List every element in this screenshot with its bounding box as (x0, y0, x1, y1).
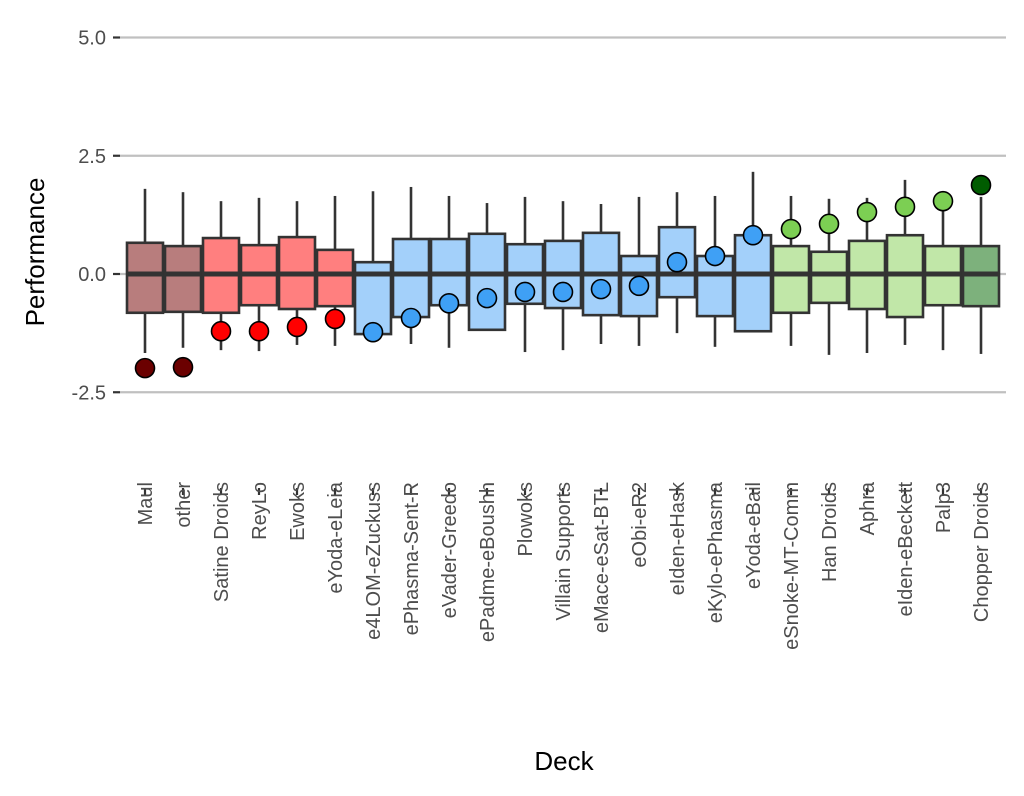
data-point (514, 281, 536, 303)
y-axis: 5.0 2.5 0.0 -2.5 (72, 28, 120, 404)
x-tick-label: e4LOM-eZuckuss (363, 482, 385, 640)
data-point (476, 287, 498, 309)
box-group (771, 195, 811, 346)
data-point (362, 321, 384, 343)
box (315, 248, 355, 308)
box-group (125, 188, 165, 379)
y-tick-label: 5.0 (78, 28, 106, 50)
x-tick-label: Satine Droids (211, 482, 233, 602)
x-tick-label: eObi-eR2 (629, 482, 651, 568)
data-point (894, 196, 916, 218)
x-tick-label: Plowoks (515, 482, 537, 556)
x-axis: Maul other Satine Droids ReyLo Ewoks eYoda-eL… (135, 481, 993, 650)
x-axis-title: Deck (534, 746, 594, 776)
box (733, 233, 773, 333)
x-tick-label: eSnoke-MT-Comm (781, 482, 803, 650)
data-point (780, 218, 802, 240)
x-tick-label: Ewoks (287, 482, 309, 541)
y-tick-label: 0.0 (78, 264, 106, 286)
x-tick-label: eKylo-ePhasma (705, 481, 727, 623)
data-point (134, 357, 156, 379)
x-tick-label: Villain Supports (553, 482, 575, 621)
data-point (666, 251, 688, 273)
box-group (847, 197, 887, 353)
box-group (695, 195, 735, 347)
box (163, 244, 203, 314)
box-group (619, 196, 659, 346)
data-point (248, 320, 270, 342)
x-tick-label: ePhasma-Sent-R (401, 482, 423, 635)
box (467, 232, 507, 332)
box-group (961, 174, 1001, 354)
box-group (467, 203, 507, 332)
box-group (201, 201, 241, 351)
x-tick-label: ReyLo (249, 482, 271, 540)
box-group (391, 186, 431, 345)
box-group (809, 198, 849, 355)
x-tick-label: eYoda-eBail (743, 482, 765, 589)
box-group (277, 201, 317, 345)
data-point (286, 316, 308, 338)
data-point (970, 174, 992, 196)
box-group (581, 203, 621, 345)
data-point (628, 275, 650, 297)
y-tick-label: -2.5 (72, 382, 106, 404)
box-group (353, 191, 393, 343)
data-point (552, 281, 574, 303)
x-tick-label: eYoda-eLeia (325, 481, 347, 593)
data-point (172, 356, 194, 378)
x-tick-label: eIden-eHask (667, 481, 689, 595)
data-point (818, 213, 840, 235)
box-group (505, 196, 545, 353)
boxes (125, 171, 1001, 379)
box (771, 244, 811, 315)
x-tick-label: eMace-eSat-BTL (591, 482, 613, 633)
box-group (315, 195, 355, 346)
data-point (590, 278, 612, 300)
y-tick-label: 2.5 (78, 146, 106, 168)
x-tick-label: Maul (135, 482, 157, 525)
data-point (210, 320, 232, 342)
box-group (885, 179, 925, 345)
x-tick-label: ePadme-eBoushh (477, 482, 499, 642)
data-point (400, 307, 422, 329)
data-point (856, 201, 878, 223)
x-tick-label: Chopper Droids (971, 482, 993, 622)
box (125, 241, 165, 315)
box-group (239, 197, 279, 352)
box-group (923, 190, 963, 351)
box-group (733, 171, 773, 333)
box-group (657, 192, 697, 334)
x-tick-label: other (173, 482, 195, 528)
x-tick-label: Palp3 (933, 482, 955, 533)
data-point (324, 308, 346, 330)
x-tick-label: eVader-Greedo (439, 482, 461, 618)
data-point (704, 245, 726, 267)
box-group (163, 192, 203, 378)
data-point (438, 293, 460, 314)
box-group (543, 201, 583, 351)
x-tick-label: Han Droids (819, 482, 841, 582)
box-group (429, 195, 469, 348)
x-tick-label: Aphra (857, 481, 879, 535)
data-point (742, 224, 764, 246)
x-tick-label: eIden-eBeckett (895, 482, 917, 617)
box (809, 250, 849, 305)
data-point (932, 190, 954, 212)
box (391, 237, 431, 319)
y-axis-title: Performance (20, 178, 50, 327)
